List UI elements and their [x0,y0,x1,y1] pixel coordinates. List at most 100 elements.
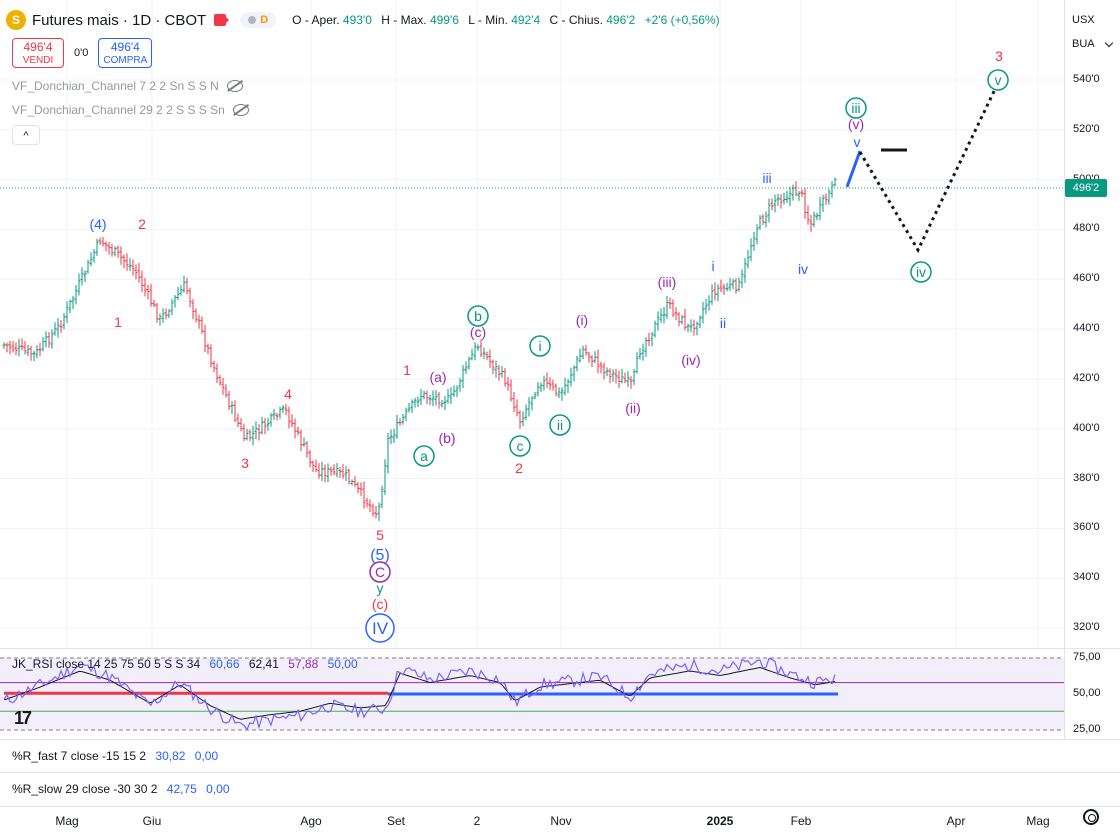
ohlc-bar [470,348,474,361]
wave-label[interactable]: i [529,335,551,357]
rsi-legend[interactable]: JK_RSI close 14 25 75 50 5 S S 34 60,66 … [12,657,358,671]
wave-label[interactable]: iii [762,170,771,186]
wave-label[interactable]: iv [798,261,808,277]
ohlc-bar [833,177,837,187]
wave-label[interactable]: a [413,445,435,467]
ohlc-bar [407,402,411,413]
ohlc-bar [320,461,324,482]
price-axis[interactable]: 540'0520'0500'0480'0460'0440'0420'0400'0… [1064,0,1120,648]
ohlc-bar [62,313,66,330]
ohlc-bar [431,390,435,407]
wave-label[interactable]: (i) [576,312,588,328]
eye-off-icon[interactable] [226,80,243,92]
wave-label[interactable]: (b) [438,430,455,446]
ohlc-bar [818,196,822,221]
sell-button[interactable]: 496'4 VENDI [12,38,64,68]
projection-blue-segment[interactable] [845,150,862,188]
ohlc-bar [440,399,444,408]
settings-gear-icon[interactable] [1083,809,1099,825]
low-label: Min. [485,13,508,27]
flag-icon[interactable] [214,14,230,26]
wave-label[interactable]: ii [549,414,571,436]
wave-label[interactable]: 2 [515,460,523,476]
indicator-legend-1[interactable]: VF_Donchian_Channel 7 2 2 Sn S S N [12,79,243,93]
ohlc-bar [524,404,528,421]
wave-label[interactable]: iii [845,97,867,119]
wr-slow-pane[interactable]: %R_slow 29 close -30 30 2 42,75 0,00 [0,773,1064,806]
ohlc-bar [527,397,531,417]
ohlc-bar [47,331,51,348]
wave-label[interactable]: 5 [376,527,384,543]
open-value: 493'0 [342,13,372,27]
ohlc-bar [788,186,792,207]
ohlc-bar [659,308,663,323]
wave-label[interactable]: (v) [848,116,864,132]
ohlc-bar [113,246,117,257]
wave-label[interactable]: 4 [284,386,292,402]
pane-separator[interactable] [0,772,1120,773]
ohlc-bar [635,352,639,374]
wave-label[interactable]: (ii) [625,400,641,416]
time-axis[interactable]: Mag Giu Ago Set 2 Nov 2025 Feb Apr Mag [0,806,1064,835]
wave-label[interactable]: iv [910,261,932,283]
rsi-pane[interactable]: JK_RSI close 14 25 75 50 5 S S 34 60,66 … [0,649,1064,739]
wave-label[interactable]: ii [720,315,726,331]
collapse-legend-button[interactable]: ^ [12,125,40,145]
ohlc-bar [500,366,504,378]
tradingview-logo-icon[interactable]: 17 [14,708,32,728]
wave-label[interactable]: y [377,580,384,596]
wave-label[interactable]: v [854,134,861,150]
ohlc-bar [128,257,132,272]
wave-label[interactable]: C [369,561,391,583]
wave-label-text: iii [851,100,860,116]
buy-button[interactable]: 496'4 COMPRA [98,38,153,68]
wave-label[interactable]: 3 [995,48,1003,64]
wr-fast-pane[interactable]: %R_fast 7 close -15 15 2 30,82 0,00 [0,740,1064,772]
symbol-title[interactable]: Futures mais · 1D · CBOT [32,11,207,29]
wave-label[interactable]: i [711,258,714,274]
ohlc-bar [773,194,777,213]
ohlc-bar [53,322,57,336]
ohlc-bar [254,421,258,440]
pane-separator[interactable] [0,739,1120,740]
ohlc-bar [20,338,24,351]
wave-circle [910,261,932,283]
currency-button[interactable]: USX [1068,9,1116,31]
ohlc-bar [182,275,186,293]
rsi-chart[interactable] [0,649,1064,739]
wave-label[interactable]: 1 [114,314,122,330]
wave-label[interactable]: IV [365,613,395,643]
wave-label[interactable]: 1 [403,362,411,378]
rsi-axis[interactable]: 75,00 50,00 25,00 [1064,649,1120,739]
market-status-pill[interactable]: D [240,12,277,28]
wr-slow-legend[interactable]: %R_slow 29 close -30 30 2 42,75 0,00 [12,782,230,796]
time-axis-separator [0,806,1120,807]
wave-label[interactable]: (4) [89,216,106,232]
unit-dropdown[interactable]: BUA [1068,33,1116,55]
projection-dotted-path[interactable] [858,82,1000,254]
wave-label[interactable]: b [467,305,489,327]
pane-separator[interactable] [0,648,1120,649]
ohlc-bar [455,385,459,398]
wave-label[interactable]: c [509,435,531,457]
wave-label-text: (5) [370,547,390,564]
high-label: Max. [400,13,427,27]
wave-label[interactable]: (5) [370,547,390,564]
ohlc-bar [116,245,120,258]
wave-label[interactable]: (a) [429,369,446,385]
wave-label[interactable]: 2 [138,216,146,232]
indicator-legend-2[interactable]: VF_Donchian_Channel 29 2 2 S S S Sn [12,103,249,117]
wr-fast-legend[interactable]: %R_fast 7 close -15 15 2 30,82 0,00 [12,749,218,763]
currency-label: USX [1072,14,1095,26]
wave-label[interactable]: (c) [372,596,388,612]
wave-label-text: (iii) [658,274,677,290]
eye-off-icon[interactable] [232,104,249,116]
ohlc-bar [260,416,264,435]
wave-label[interactable]: 3 [241,455,249,471]
wave-label[interactable]: (iv) [681,352,700,368]
wave-label[interactable]: (iii) [658,274,677,290]
wave-label[interactable]: v [987,69,1009,91]
wave-label[interactable]: (c) [470,324,486,340]
